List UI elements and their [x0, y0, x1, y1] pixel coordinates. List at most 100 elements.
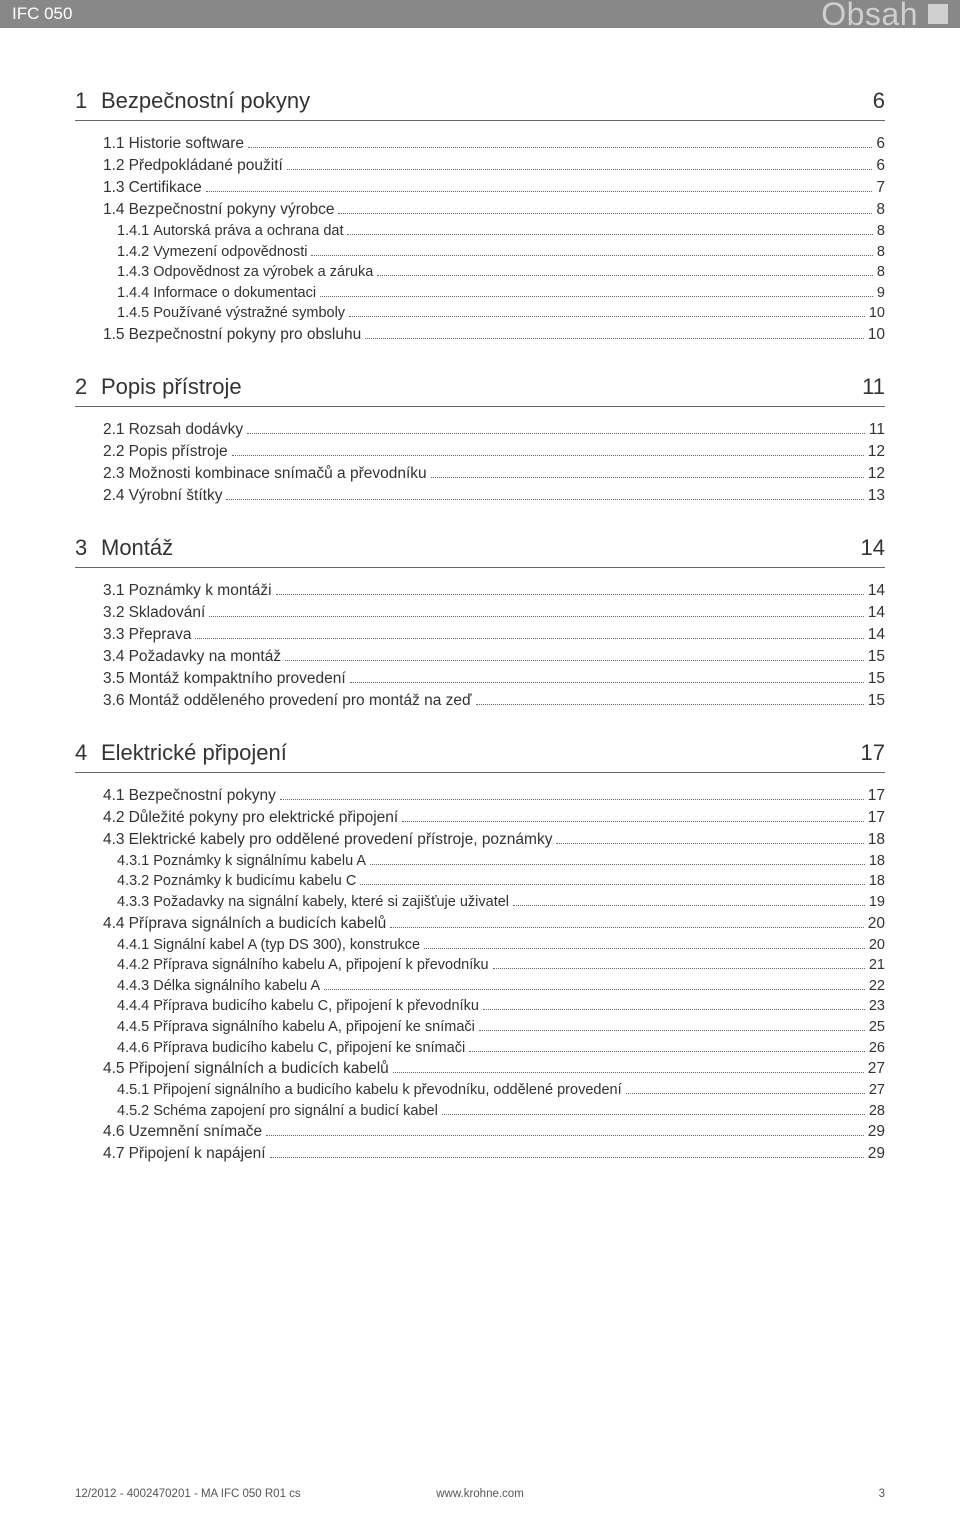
chapter-heading: 2Popis přístroje11	[75, 374, 885, 407]
toc-entry: 4.3.3 Požadavky na signální kabely, kter…	[75, 892, 885, 913]
entry-page: 8	[877, 242, 885, 263]
entry-page: 15	[868, 646, 885, 668]
entry-number: 1.2	[103, 155, 125, 177]
chapter-page: 6	[873, 88, 885, 114]
entry-page: 28	[869, 1101, 885, 1122]
entry-label: Odpovědnost za výrobek a záruka	[153, 262, 373, 283]
chapter-page: 11	[862, 374, 885, 400]
entry-page: 13	[868, 485, 885, 507]
entry-page: 27	[868, 1058, 885, 1080]
entry-number: 4.3.2	[117, 871, 149, 892]
page-title: Obsah	[821, 0, 918, 28]
entry-label: Skladování	[129, 602, 206, 624]
entry-page: 26	[869, 1038, 885, 1059]
entry-number: 3.6	[103, 690, 125, 712]
toc-entry: 3.1 Poznámky k montáži14	[75, 580, 885, 602]
entry-label: Délka signálního kabelu A	[153, 976, 320, 997]
toc-entry: 1.1 Historie software6	[75, 133, 885, 155]
chapter-entries: 3.1 Poznámky k montáži143.2 Skladování14…	[75, 580, 885, 712]
entry-page: 27	[869, 1080, 885, 1101]
entry-number: 2.2	[103, 441, 125, 463]
toc-entry: 4.3 Elektrické kabely pro oddělené prove…	[75, 829, 885, 851]
entry-number: 2.1	[103, 419, 125, 441]
chapter-label: Elektrické připojení	[101, 740, 851, 766]
toc-entry: 1.2 Předpokládané použití6	[75, 155, 885, 177]
entry-label: Uzemnění snímače	[129, 1121, 263, 1143]
toc-entry: 1.3 Certifikace7	[75, 177, 885, 199]
toc-entry: 3.2 Skladování14	[75, 602, 885, 624]
toc-entry: 1.5 Bezpečnostní pokyny pro obsluhu10	[75, 324, 885, 346]
entry-page: 9	[877, 283, 885, 304]
entry-label: Důležité pokyny pro elektrické připojení	[129, 807, 399, 829]
entry-label: Rozsah dodávky	[129, 419, 244, 441]
entry-label: Poznámky k montáži	[129, 580, 272, 602]
toc-entry: 3.5 Montáž kompaktního provedení15	[75, 668, 885, 690]
leader-dots	[350, 671, 864, 683]
entry-page: 10	[869, 303, 885, 324]
toc-chapter: 1Bezpečnostní pokyny61.1 Historie softwa…	[75, 88, 885, 346]
entry-page: 21	[869, 955, 885, 976]
entry-page: 15	[868, 668, 885, 690]
chapter-label: Popis přístroje	[101, 374, 852, 400]
toc-entry: 1.4.4 Informace o dokumentaci9	[75, 283, 885, 304]
entry-number: 3.3	[103, 624, 125, 646]
entry-page: 18	[868, 829, 885, 851]
chapter-entries: 2.1 Rozsah dodávky 112.2 Popis přístroje1…	[75, 419, 885, 507]
chapter-label: Bezpečnostní pokyny	[101, 88, 863, 114]
leader-dots	[442, 1103, 865, 1115]
entry-label: Historie software	[129, 133, 244, 155]
entry-number: 4.3.3	[117, 892, 149, 913]
entry-label: Poznámky k signálnímu kabelu A	[153, 851, 366, 872]
entry-number: 4.1	[103, 785, 125, 807]
entry-number: 3.5	[103, 668, 125, 690]
entry-label: Připojení signálního a budicího kabelu k…	[153, 1080, 621, 1101]
chapter-label: Montáž	[101, 535, 851, 561]
entry-label: Příprava signálních a budicích kabelů	[129, 913, 387, 935]
leader-dots	[206, 180, 873, 192]
entry-number: 4.6	[103, 1121, 125, 1143]
entry-page: 14	[868, 580, 885, 602]
chapter-page: 17	[861, 740, 885, 766]
entry-page: 18	[869, 851, 885, 872]
leader-dots	[347, 223, 872, 235]
entry-page: 12	[868, 441, 885, 463]
leader-dots	[377, 265, 873, 277]
chapter-heading: 4Elektrické připojení17	[75, 740, 885, 773]
entry-label: Příprava signálního kabelu A, připojení …	[153, 955, 488, 976]
entry-page: 19	[869, 892, 885, 913]
toc-entry: 4.3.1 Poznámky k signálnímu kabelu A18	[75, 851, 885, 872]
leader-dots	[232, 444, 864, 456]
entry-number: 4.5.2	[117, 1101, 149, 1122]
toc-entry: 4.5.2 Schéma zapojení pro signální a bud…	[75, 1101, 885, 1122]
entry-page: 29	[868, 1121, 885, 1143]
toc-entry: 1.4.5 Používané výstražné symboly10	[75, 303, 885, 324]
leader-dots	[285, 649, 864, 661]
entry-label: Požadavky na montáž	[129, 646, 282, 668]
entry-page: 25	[869, 1017, 885, 1038]
leader-dots	[320, 285, 873, 297]
toc-entry: 4.5 Připojení signálních a budicích kabe…	[75, 1058, 885, 1080]
entry-label: Schéma zapojení pro signální a budicí ka…	[153, 1101, 438, 1122]
toc-entry: 1.4.1 Autorská práva a ochrana dat8	[75, 221, 885, 242]
entry-label: Montáž odděleného provedení pro montáž n…	[129, 690, 472, 712]
page-footer: 12/2012 - 4002470201 - MA IFC 050 R01 cs…	[0, 1488, 960, 1500]
doc-code: IFC 050	[12, 4, 72, 24]
leader-dots	[324, 978, 865, 990]
entry-page: 29	[868, 1143, 885, 1165]
entry-page: 6	[876, 155, 885, 177]
leader-dots	[349, 306, 865, 318]
entry-page: 17	[868, 807, 885, 829]
entry-page: 6	[876, 133, 885, 155]
entry-number: 1.4.2	[117, 242, 149, 263]
entry-page: 10	[868, 324, 885, 346]
leader-dots	[476, 693, 864, 705]
entry-label: Používané výstražné symboly	[153, 303, 345, 324]
entry-label: Připojení signálních a budicích kabelů	[129, 1058, 389, 1080]
leader-dots	[195, 627, 863, 639]
header-right: Obsah	[821, 0, 948, 28]
entry-number: 4.3	[103, 829, 125, 851]
leader-dots	[626, 1083, 865, 1095]
entry-page: 11	[869, 419, 885, 441]
toc-entry: 2.2 Popis přístroje12	[75, 441, 885, 463]
leader-dots	[393, 1061, 864, 1073]
